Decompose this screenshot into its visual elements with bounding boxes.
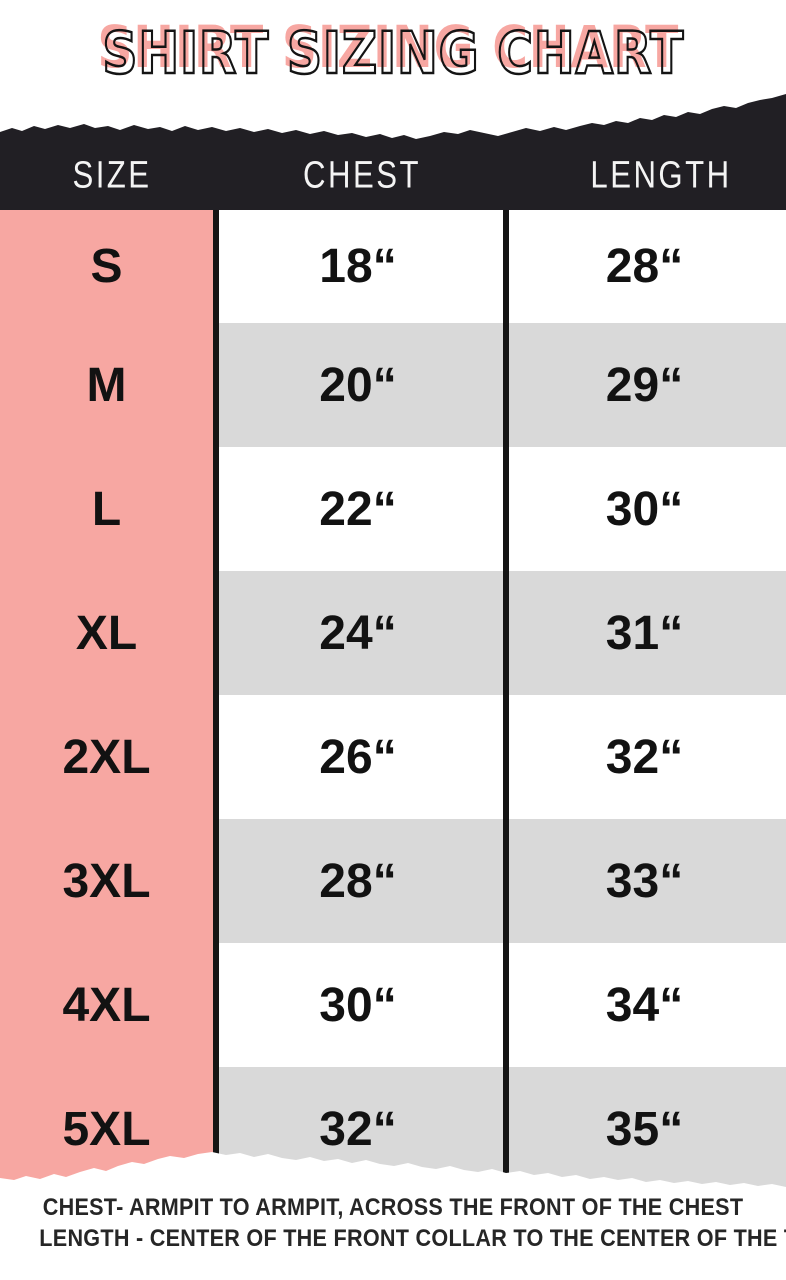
page-title: SHIRT SIZING CHART SHIRT SIZING CHART — [0, 15, 786, 87]
length-cell: 28“ — [503, 210, 786, 323]
length-cell: 29“ — [503, 323, 786, 447]
chest-cell: 22“ — [213, 447, 503, 571]
length-cell: 30“ — [503, 447, 786, 571]
table-row-s: S 18“ 28“ — [0, 210, 786, 323]
table-row-4xl: 4XL 30“ 34“ — [0, 943, 786, 1067]
table-row-5xl: 5XL 32“ 35“ — [0, 1067, 786, 1191]
torn-paper-edge-top — [0, 94, 786, 144]
size-cell: L — [0, 447, 213, 571]
chest-cell: 30“ — [213, 943, 503, 1067]
column-header-length: LENGTH — [590, 154, 732, 197]
size-cell: 4XL — [0, 943, 213, 1067]
table-row-xl: XL 24“ 31“ — [0, 571, 786, 695]
size-cell: XL — [0, 571, 213, 695]
column-header-chest: CHEST — [303, 154, 421, 197]
chest-cell: 28“ — [213, 819, 503, 943]
column-divider — [503, 210, 509, 1191]
length-cell: 34“ — [503, 943, 786, 1067]
length-note: LENGTH - CENTER OF THE FRONT COLLAR TO T… — [39, 1225, 786, 1252]
sizing-table: S 18“ 28“ M 20“ 29“ L 22“ 30“ XL 24“ 31“… — [0, 210, 786, 1191]
column-divider — [213, 210, 219, 1191]
length-cell: 31“ — [503, 571, 786, 695]
table-row-2xl: 2XL 26“ 32“ — [0, 695, 786, 819]
page-title-stack: SHIRT SIZING CHART SHIRT SIZING CHART — [97, 15, 684, 87]
length-cell: 33“ — [503, 819, 786, 943]
chest-cell: 24“ — [213, 571, 503, 695]
page-title-outline: SHIRT SIZING CHART — [101, 19, 684, 87]
length-cell: 32“ — [503, 695, 786, 819]
table-header-band: SIZE CHEST LENGTH — [0, 142, 786, 210]
chest-cell: 26“ — [213, 695, 503, 819]
table-row-3xl: 3XL 28“ 33“ — [0, 819, 786, 943]
torn-paper-edge-bottom — [0, 1152, 786, 1194]
size-cell: M — [0, 323, 213, 447]
size-cell: 2XL — [0, 695, 213, 819]
size-cell: 3XL — [0, 819, 213, 943]
chest-cell: 20“ — [213, 323, 503, 447]
table-row-l: L 22“ 30“ — [0, 447, 786, 571]
chest-cell: 18“ — [213, 210, 503, 323]
table-row-m: M 20“ 29“ — [0, 323, 786, 447]
size-cell: S — [0, 210, 213, 323]
column-header-size: SIZE — [72, 154, 152, 197]
length-cell: 35“ — [503, 1067, 786, 1191]
measurement-notes: CHEST- ARMPIT TO ARMPIT, ACROSS THE FRON… — [39, 1192, 786, 1254]
page-title-fill: SHIRT SIZING CHART — [97, 13, 679, 81]
chest-note: CHEST- ARMPIT TO ARMPIT, ACROSS THE FRON… — [42, 1194, 744, 1221]
